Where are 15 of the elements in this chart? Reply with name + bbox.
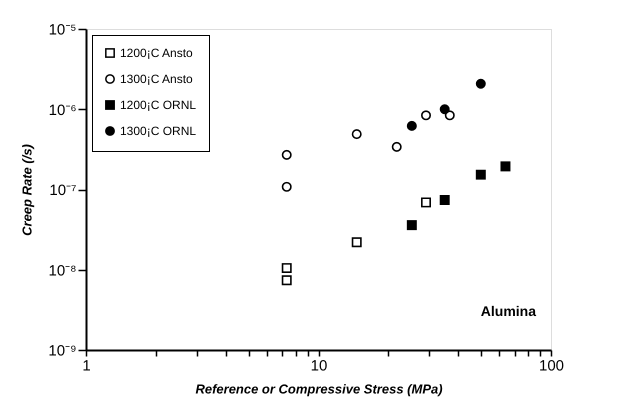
x-axis-title: Reference or Compressive Stress (MPa) <box>195 382 443 396</box>
legend-label: 1200¡C ORNL <box>120 98 196 112</box>
y-tick-label: 10⁻⁸ <box>48 262 76 280</box>
annotation: Alumina <box>480 303 536 319</box>
legend-label: 1200¡C Ansto <box>120 46 194 60</box>
x-tick-label: 100 <box>538 358 564 374</box>
legend-label: 1300¡C ORNL <box>120 124 196 138</box>
x-tick-label: 10 <box>310 358 328 374</box>
y-tick-label: 10⁻⁶ <box>48 102 76 119</box>
y-tick-label: 10⁻⁵ <box>48 22 76 38</box>
y-axis-title: Creep Rate (/s) <box>19 144 34 236</box>
y-tick-label: 10⁻⁷ <box>49 182 76 199</box>
y-tick-label: 10⁻⁹ <box>48 342 76 360</box>
x-tick-label: 1 <box>82 358 91 374</box>
legend-label: 1300¡C Ansto <box>120 72 194 86</box>
